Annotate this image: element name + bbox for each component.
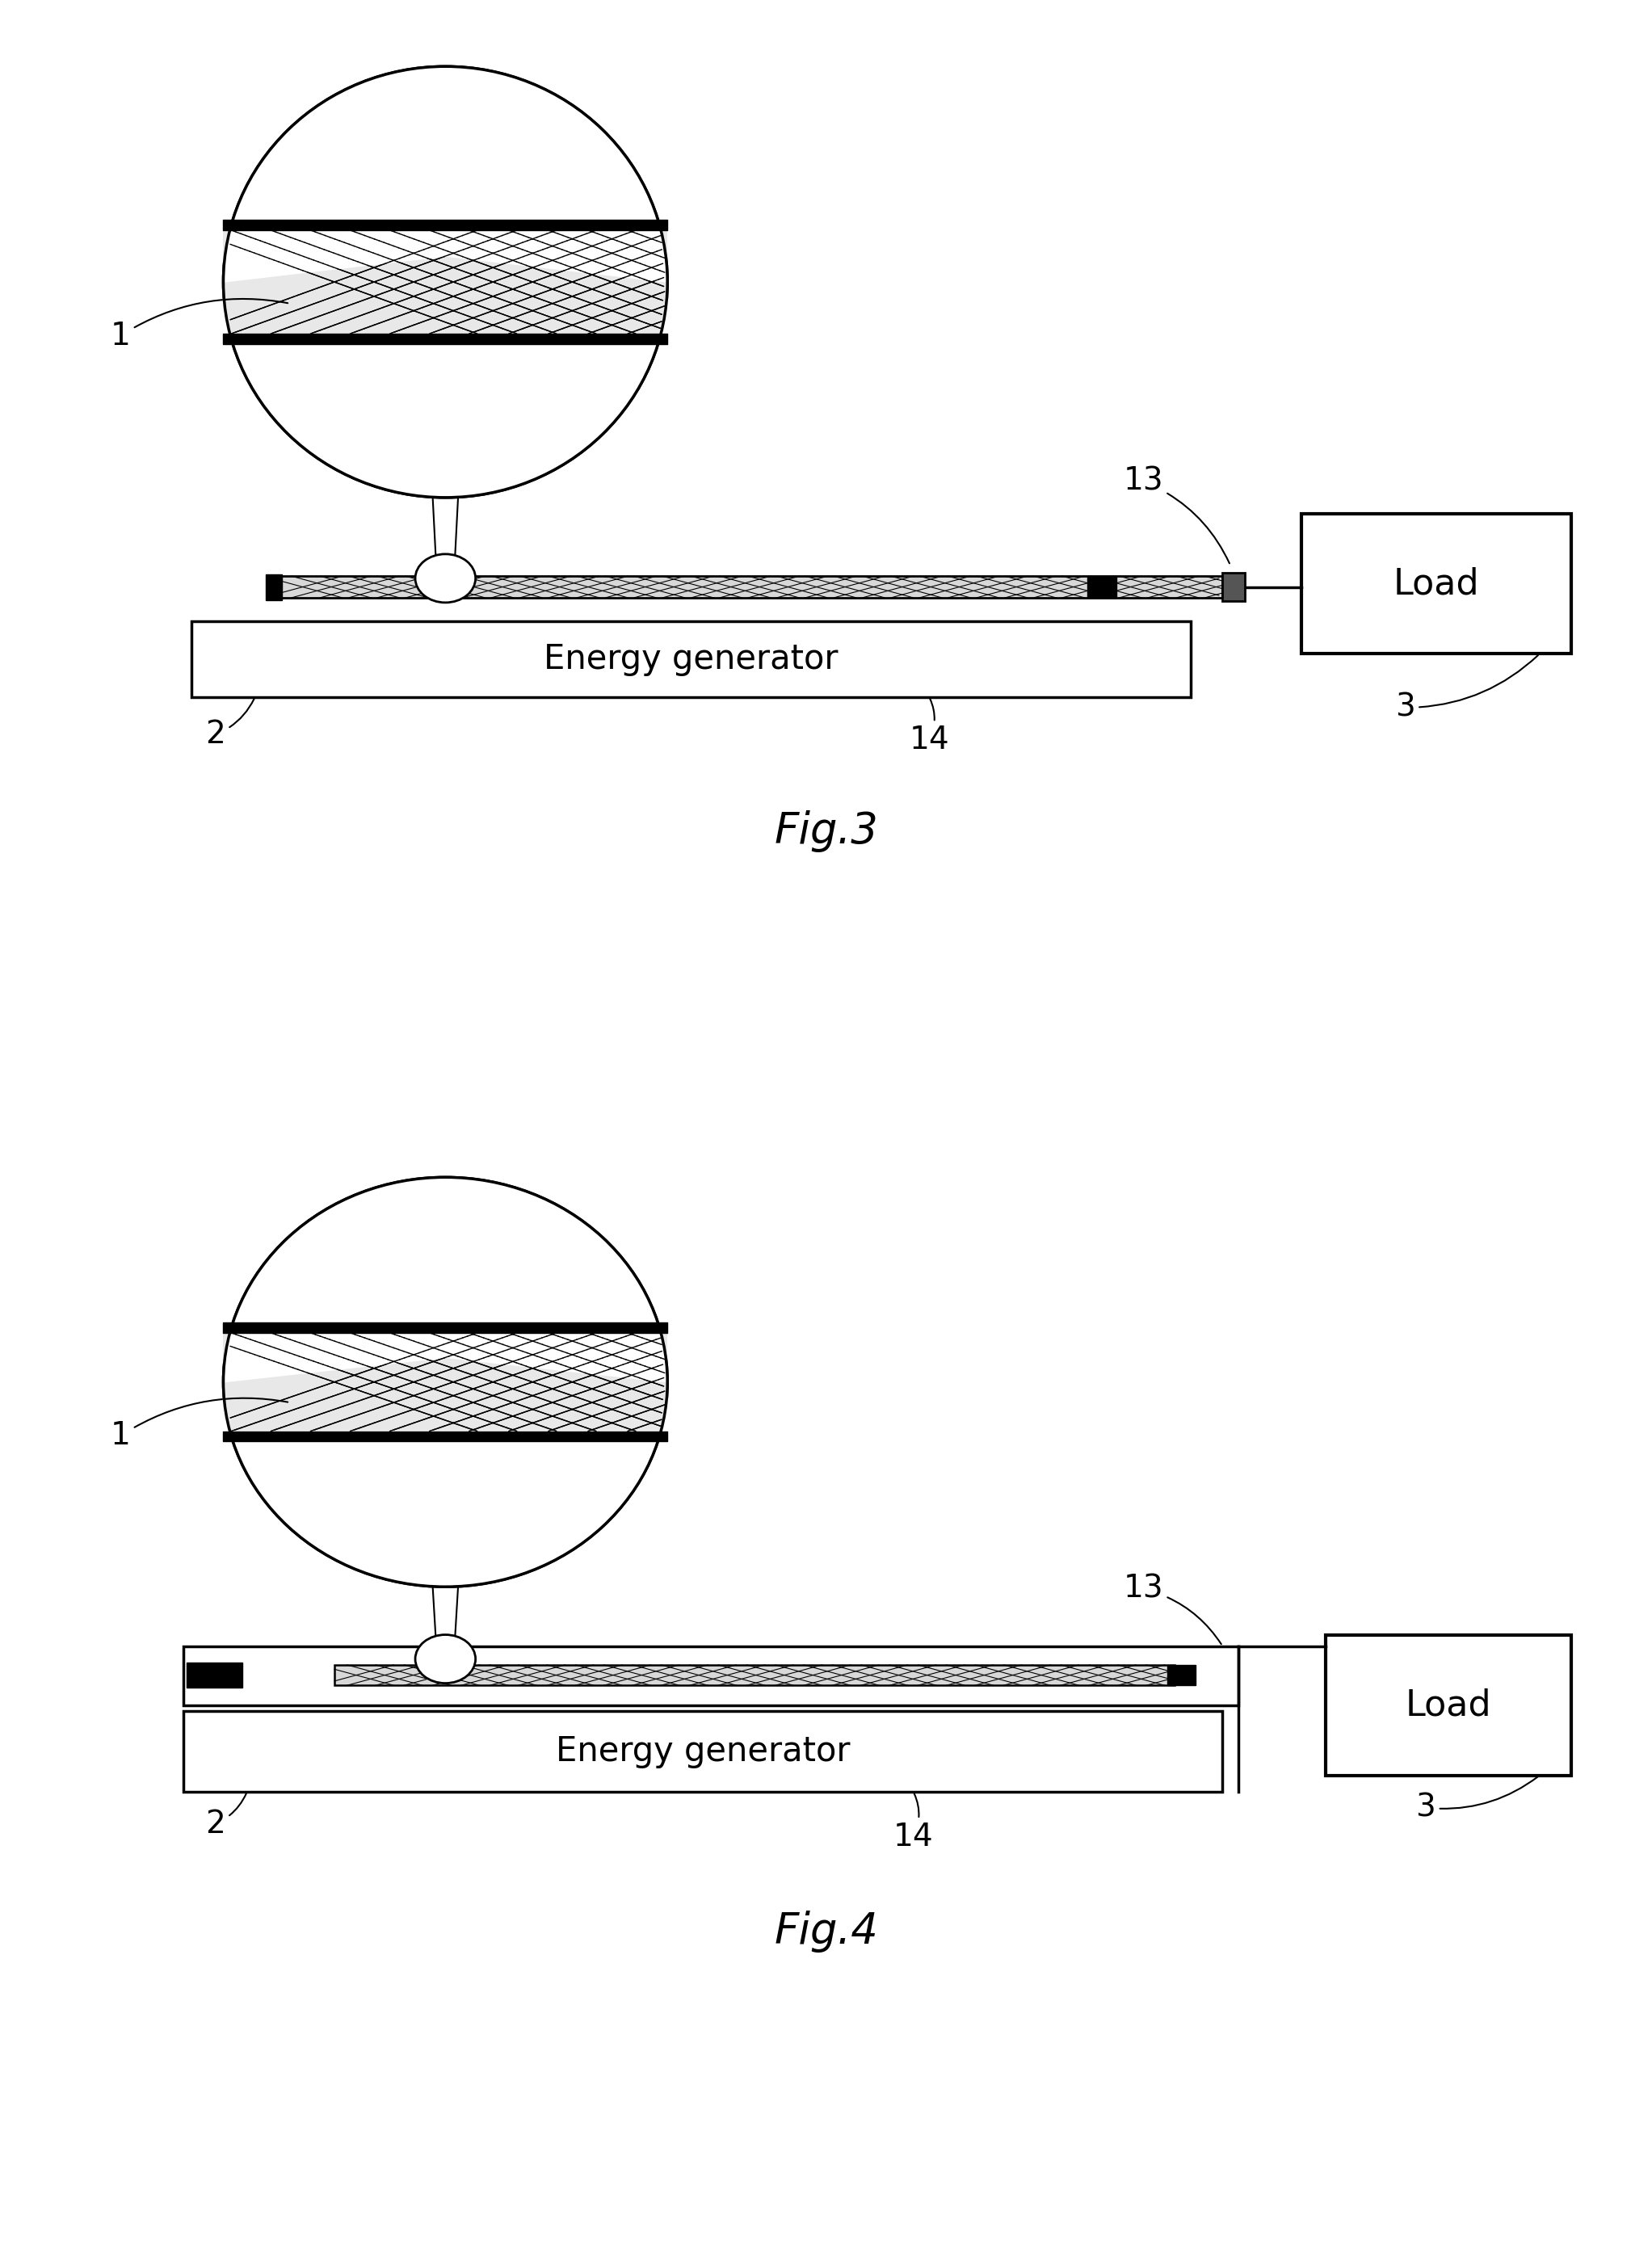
Bar	[1166, 1666, 1196, 1686]
Text: 2: 2	[205, 1794, 246, 1839]
Bar	[1087, 577, 1117, 597]
Bar	[223, 231, 667, 335]
Bar	[1222, 572, 1244, 602]
Text: 3: 3	[1416, 1776, 1538, 1823]
Text: Energy generator: Energy generator	[544, 642, 839, 676]
Text: 3: 3	[1394, 656, 1538, 723]
Text: 13: 13	[1123, 467, 1229, 563]
Bar	[334, 1666, 1175, 1686]
Text: Load: Load	[1406, 1688, 1492, 1722]
Bar	[183, 1646, 1239, 1706]
Text: 1: 1	[111, 299, 287, 350]
Bar	[279, 577, 1222, 597]
Text: 14: 14	[894, 1794, 933, 1852]
Text: 1: 1	[111, 1399, 287, 1450]
Text: Load: Load	[1394, 566, 1480, 602]
Polygon shape	[223, 283, 667, 498]
Polygon shape	[223, 1176, 667, 1383]
Text: Energy generator: Energy generator	[555, 1733, 851, 1769]
Ellipse shape	[223, 1176, 667, 1587]
Text: Fig.4: Fig.4	[775, 1910, 877, 1953]
Text: 13: 13	[1123, 1574, 1221, 1643]
Bar	[266, 575, 282, 599]
Bar	[223, 1334, 667, 1430]
Ellipse shape	[415, 555, 476, 602]
Bar	[1302, 514, 1571, 653]
Text: 14: 14	[909, 698, 950, 754]
Ellipse shape	[415, 1634, 476, 1684]
Polygon shape	[223, 67, 667, 283]
Text: Fig.3: Fig.3	[775, 810, 877, 853]
Bar	[187, 1664, 243, 1688]
Ellipse shape	[223, 67, 667, 498]
Text: 2: 2	[205, 698, 254, 750]
Bar	[1325, 1634, 1571, 1776]
Bar	[192, 622, 1191, 696]
Polygon shape	[223, 1383, 667, 1587]
Bar	[183, 1711, 1222, 1792]
